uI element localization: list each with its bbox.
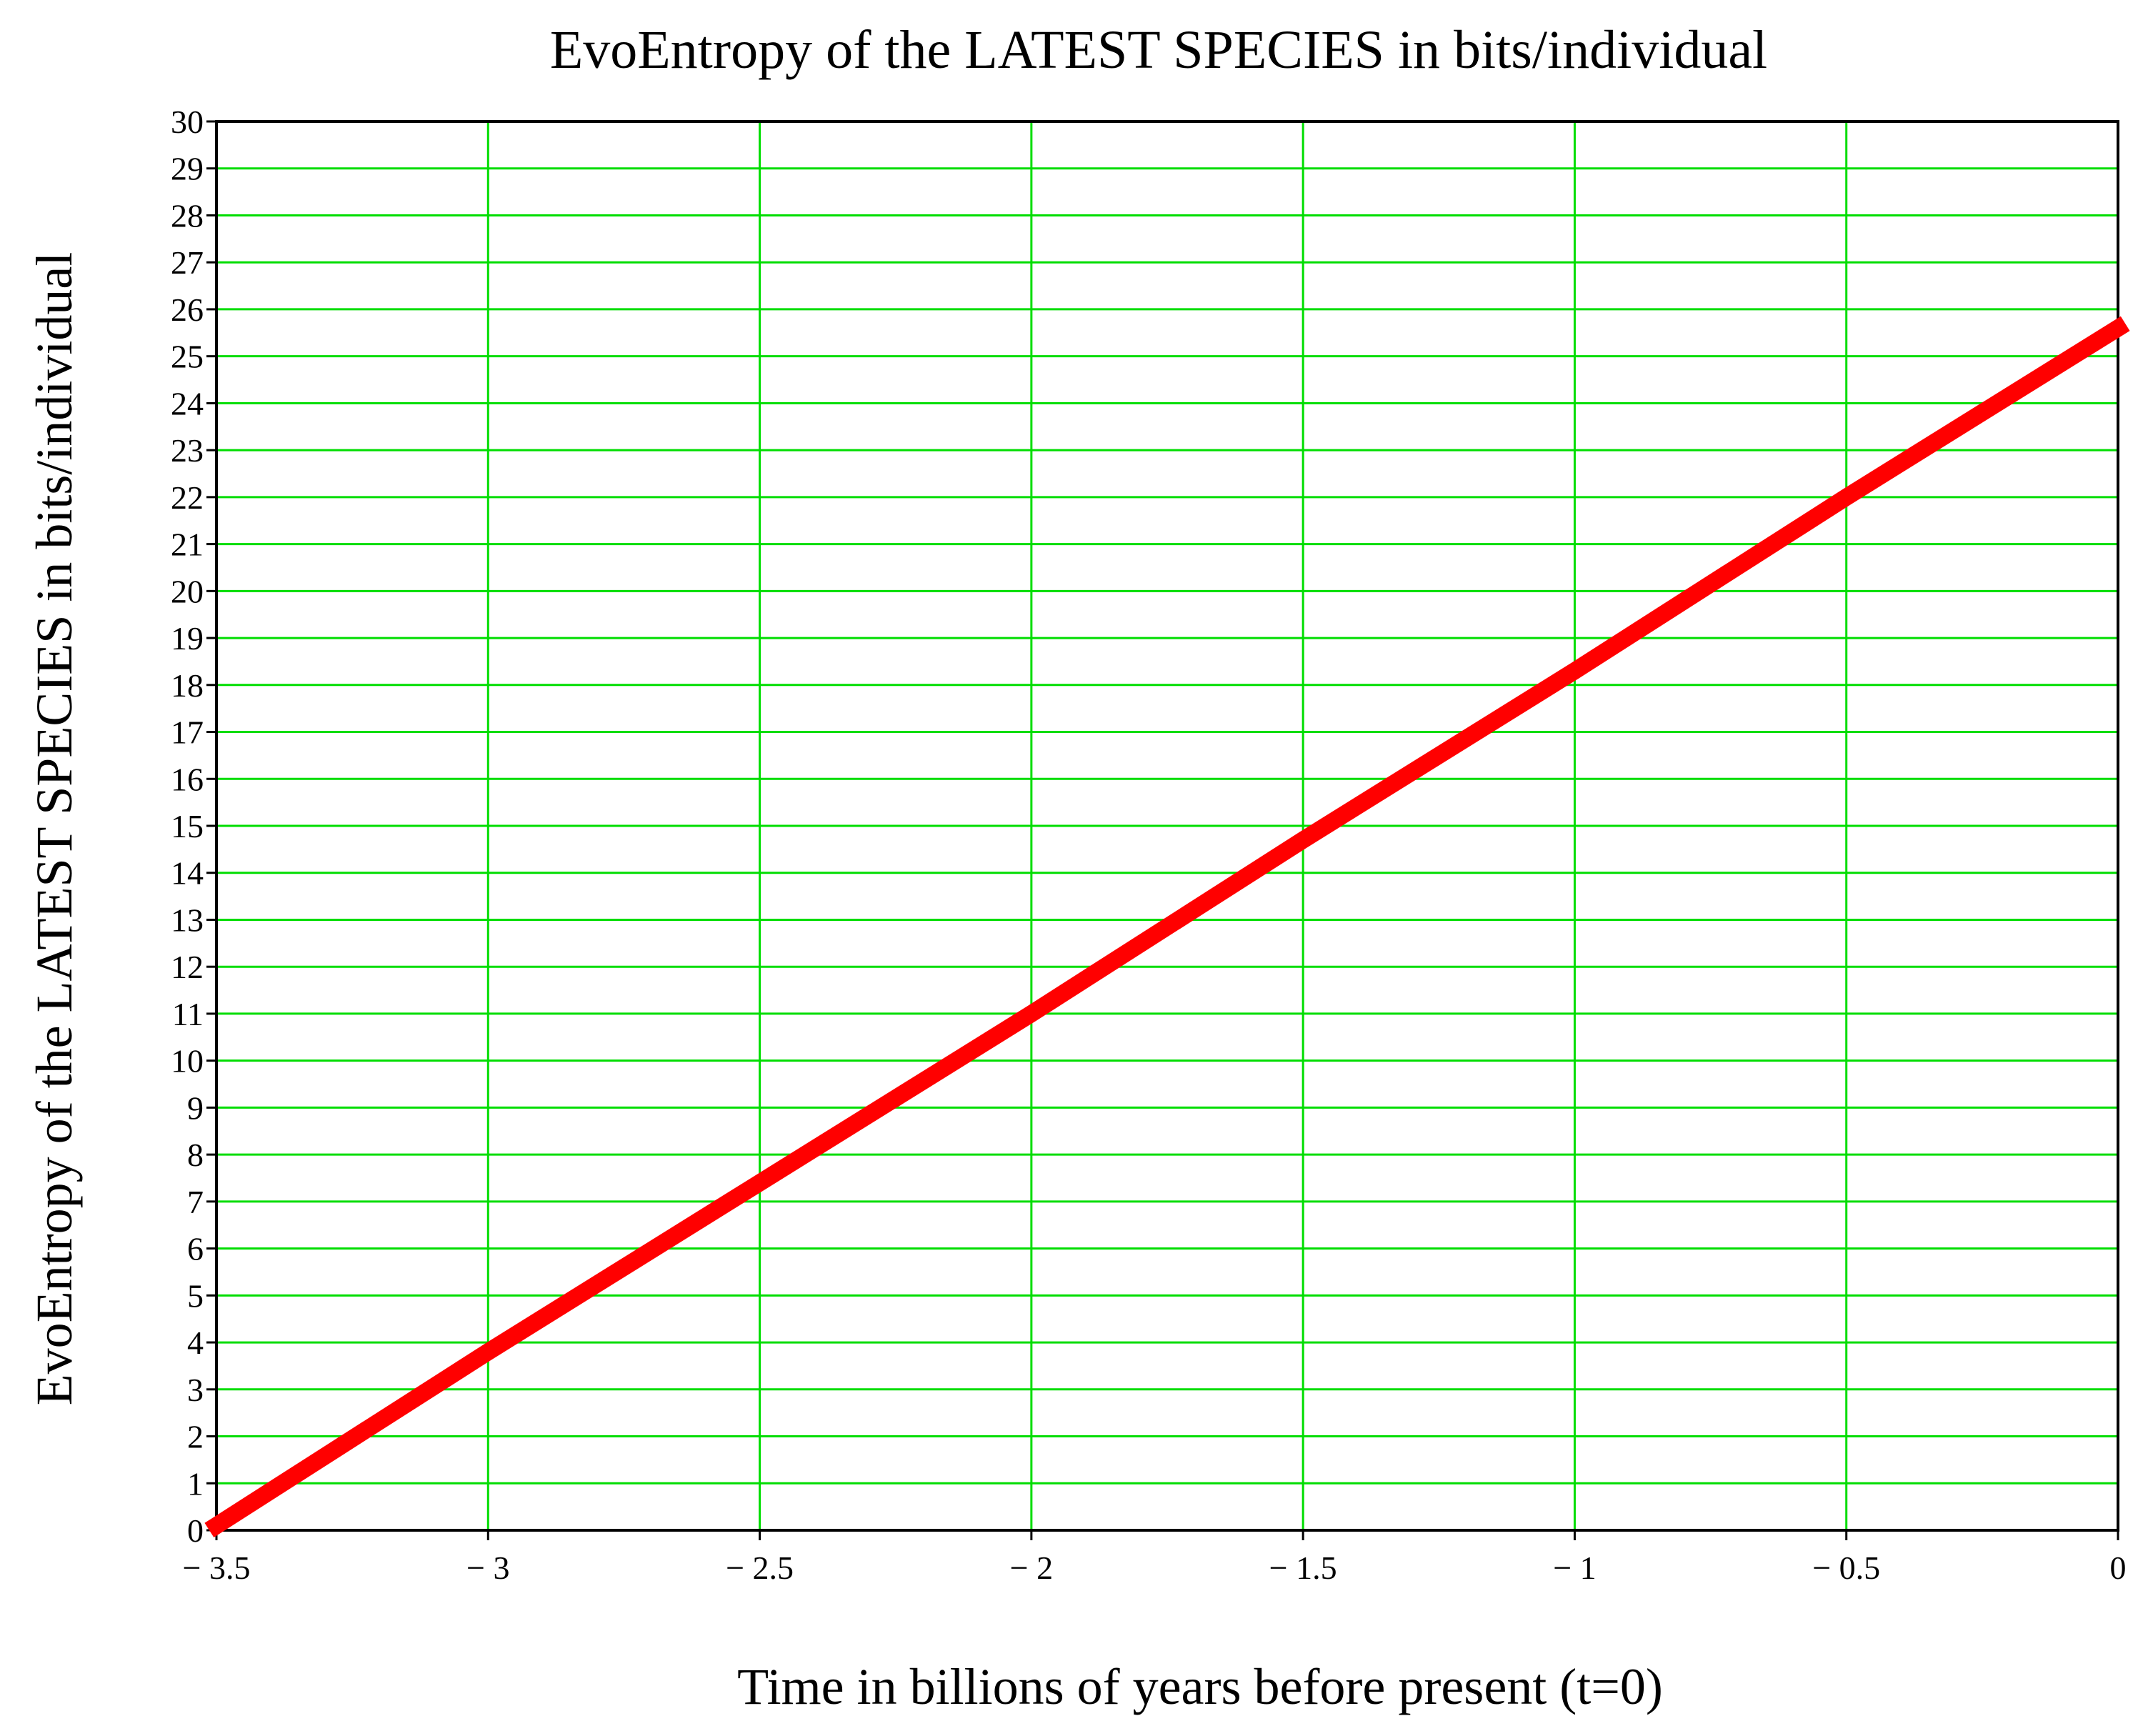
y-tick-label: 13 bbox=[171, 902, 204, 938]
x-axis-label: Time in billions of years before present… bbox=[737, 1658, 1663, 1715]
x-tick-label: − 1 bbox=[1553, 1550, 1596, 1586]
y-tick-label: 6 bbox=[187, 1231, 204, 1267]
y-tick-label: 8 bbox=[187, 1137, 204, 1173]
y-tick-label: 5 bbox=[187, 1277, 204, 1314]
y-tick-label: 23 bbox=[171, 432, 204, 469]
y-axis-ticks: 0123456789101112131415161718192021222324… bbox=[171, 104, 216, 1549]
x-tick-label: − 1.5 bbox=[1269, 1550, 1337, 1586]
series-layer bbox=[204, 316, 2130, 1538]
y-tick-label: 28 bbox=[171, 197, 204, 234]
chart-title: EvoEntropy of the LATEST SPECIES in bits… bbox=[550, 20, 1767, 80]
y-tick-label: 9 bbox=[187, 1089, 204, 1126]
y-tick-label: 3 bbox=[187, 1372, 204, 1408]
x-tick-label: − 3 bbox=[466, 1550, 509, 1586]
y-tick-label: 22 bbox=[171, 479, 204, 516]
y-tick-label: 18 bbox=[171, 667, 204, 704]
y-tick-label: 14 bbox=[171, 855, 204, 892]
y-tick-label: 15 bbox=[171, 808, 204, 844]
y-tick-label: 25 bbox=[171, 339, 204, 375]
y-tick-label: 17 bbox=[171, 714, 204, 751]
x-tick-label: − 2 bbox=[1010, 1550, 1053, 1586]
y-tick-label: 1 bbox=[187, 1465, 204, 1502]
x-axis-ticks: − 3.5 − 3 − 2.5 − 2 − 1.5 − 1 − 0.5 0 bbox=[183, 1530, 2127, 1586]
y-tick-label: 10 bbox=[171, 1043, 204, 1079]
y-tick-label: 29 bbox=[171, 151, 204, 187]
y-tick-label: 24 bbox=[171, 385, 204, 421]
grid bbox=[216, 121, 2118, 1530]
x-tick-label: 0 bbox=[2110, 1550, 2127, 1586]
y-tick-label: 2 bbox=[187, 1419, 204, 1455]
y-tick-label: 12 bbox=[171, 949, 204, 985]
y-tick-label: 26 bbox=[171, 291, 204, 328]
y-tick-label: 27 bbox=[171, 244, 204, 281]
y-tick-label: 7 bbox=[187, 1184, 204, 1220]
y-tick-label: 4 bbox=[187, 1325, 204, 1361]
y-tick-label: 0 bbox=[187, 1512, 204, 1549]
x-tick-label: − 0.5 bbox=[1812, 1550, 1880, 1586]
x-tick-label: − 3.5 bbox=[183, 1550, 251, 1586]
series-line bbox=[204, 316, 2130, 1538]
y-tick-label: 16 bbox=[171, 761, 204, 797]
y-tick-label: 30 bbox=[171, 104, 204, 140]
y-tick-label: 19 bbox=[171, 620, 204, 657]
y-tick-label: 21 bbox=[171, 527, 204, 563]
y-tick-label: 20 bbox=[171, 573, 204, 609]
y-tick-label: 11 bbox=[172, 996, 204, 1032]
y-axis-label: EvoEntropy of the LATEST SPECIES in bits… bbox=[26, 252, 83, 1406]
x-tick-label: − 2.5 bbox=[726, 1550, 794, 1586]
